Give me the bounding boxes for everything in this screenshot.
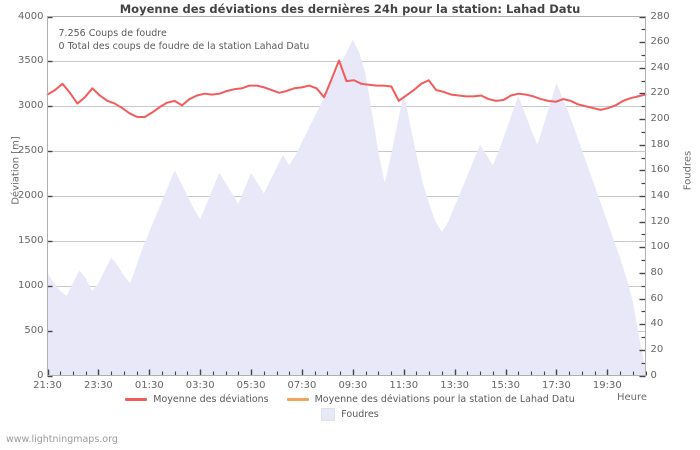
legend-label: Moyenne des déviations pour la station d… <box>314 394 575 405</box>
tick-label: 19:30 <box>592 379 622 391</box>
plot-frame <box>47 16 646 376</box>
tick-label: 17:30 <box>542 379 571 391</box>
deviation-line-series <box>46 59 647 119</box>
tick-label: 240 <box>650 61 670 73</box>
tick-label: 13:30 <box>440 379 470 391</box>
tick-label: 260 <box>650 35 670 47</box>
x-axis-label: Heure <box>617 392 648 403</box>
tick-label: 120 <box>650 215 670 227</box>
tick-label: 500 <box>24 324 44 336</box>
legend-item[interactable]: Moyenne des déviations pour la station d… <box>286 394 575 405</box>
tick-label: 140 <box>650 189 670 201</box>
tick-label: 01:30 <box>134 379 164 391</box>
tick-label: 20 <box>650 343 664 355</box>
annotation-station-strokes: 0 Total des coups de foudre de la statio… <box>58 40 310 52</box>
legend-item[interactable]: Foudres <box>321 408 379 421</box>
tick-label: 0 <box>650 369 657 381</box>
tick-label: 1000 <box>18 279 44 291</box>
legend-line-swatch <box>125 398 148 401</box>
tick-label: 40 <box>650 317 664 329</box>
tick-label: 280 <box>650 10 670 22</box>
tick-label: 200 <box>650 112 670 124</box>
annotation-total-strokes: 7.256 Coups de foudre <box>58 27 167 39</box>
legend-item[interactable]: Moyenne des déviations <box>125 394 269 405</box>
tick-label: 03:30 <box>185 379 215 391</box>
tick-label: 3000 <box>18 99 44 111</box>
lightning-area-path <box>47 39 646 376</box>
tick-label: 3500 <box>18 54 44 66</box>
tick-label: 180 <box>650 138 670 150</box>
tick-label: 1500 <box>18 234 44 246</box>
tick-label: 2500 <box>18 144 44 156</box>
legend-label: Foudres <box>341 409 379 420</box>
tick-label: 60 <box>650 292 664 304</box>
tick-label: 15:30 <box>491 379 520 391</box>
chart-legend: Moyenne des déviations Moyenne des déviat… <box>0 392 700 422</box>
legend-label: Moyenne des déviations <box>153 394 269 405</box>
tick-label: 11:30 <box>389 379 419 391</box>
tick-label: 07:30 <box>287 379 317 391</box>
series-path-0 <box>46 59 647 119</box>
tick-label: 220 <box>650 86 670 98</box>
tick-label: 80 <box>650 266 664 278</box>
footer-watermark: www.lightningmaps.org <box>6 434 118 445</box>
tick-label: 0 <box>37 369 44 381</box>
tick-label: 4000 <box>18 10 44 22</box>
tick-label: 160 <box>650 163 670 175</box>
axis-ticks <box>47 16 648 378</box>
legend-line-swatch <box>286 398 309 401</box>
tick-label: 09:30 <box>338 379 368 391</box>
tick-label: 23:30 <box>83 379 113 391</box>
chart-title: Moyenne des déviations des dernières 24h… <box>119 2 581 16</box>
tick-label: 05:30 <box>236 379 266 391</box>
tick-label: 2000 <box>18 189 44 201</box>
tick-label: 100 <box>650 240 670 252</box>
y-axis-label-right: Foudres <box>682 150 694 191</box>
lightning-area-series <box>47 39 646 376</box>
tick-label: 21:30 <box>33 379 62 391</box>
legend-area-swatch <box>321 408 336 421</box>
